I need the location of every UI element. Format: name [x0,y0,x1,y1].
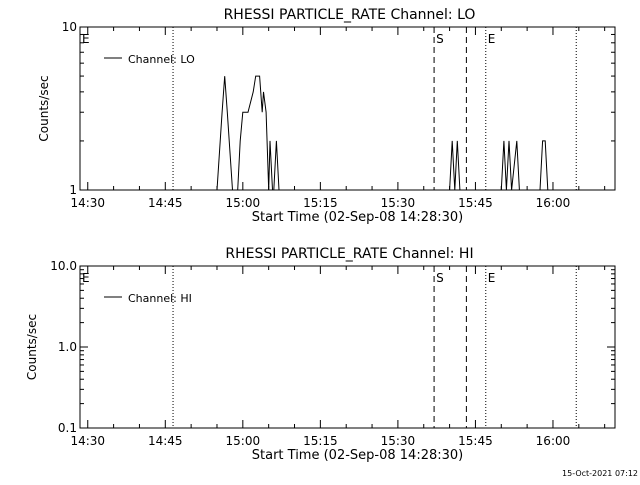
marker-label-e: E [488,271,496,285]
x-tick-label: 15:30 [381,196,416,210]
marker-label-e: E [488,32,496,46]
marker-label-e: E [82,32,90,46]
marker-label-s: S [436,271,444,285]
y-axis-label: Counts/sec [25,314,39,380]
y-tick-label: 10.0 [50,259,77,273]
chart-title: RHESSI PARTICLE_RATE Channel: LO [224,7,476,23]
y-tick-label: 1.0 [58,340,77,354]
x-tick-label: 14:30 [70,434,105,448]
y-tick-label: 1 [69,183,77,197]
chart-title: RHESSI PARTICLE_RATE Channel: HI [225,246,473,262]
legend-label: Channel: LO [128,53,195,66]
y-tick-label: 10 [62,20,77,34]
legend-label: Channel: HI [128,292,192,305]
y-tick-label: 0.1 [58,421,77,435]
series-line [216,75,549,191]
y-axis-label: Counts/sec [37,75,51,141]
x-tick-label: 15:15 [303,196,338,210]
x-tick-label: 14:45 [148,434,183,448]
x-tick-label: 16:00 [536,196,571,210]
x-tick-label: 15:15 [303,434,338,448]
x-tick-label: 14:30 [70,196,105,210]
plot-frame [79,26,616,191]
plot-frame [79,265,616,429]
x-tick-label: 14:45 [148,196,183,210]
x-tick-label: 15:30 [381,434,416,448]
x-axis-label: Start Time (02-Sep-08 14:28:30) [252,448,463,463]
x-tick-label: 16:00 [536,434,571,448]
marker-label-e: E [82,271,90,285]
x-tick-label: 15:45 [458,434,493,448]
x-tick-label: 15:45 [458,196,493,210]
x-axis-label: Start Time (02-Sep-08 14:28:30) [252,210,463,225]
footer-timestamp: 15-Oct-2021 07:12 [562,469,638,478]
marker-label-s: S [436,32,444,46]
x-tick-label: 15:00 [226,196,261,210]
x-tick-label: 15:00 [226,434,261,448]
